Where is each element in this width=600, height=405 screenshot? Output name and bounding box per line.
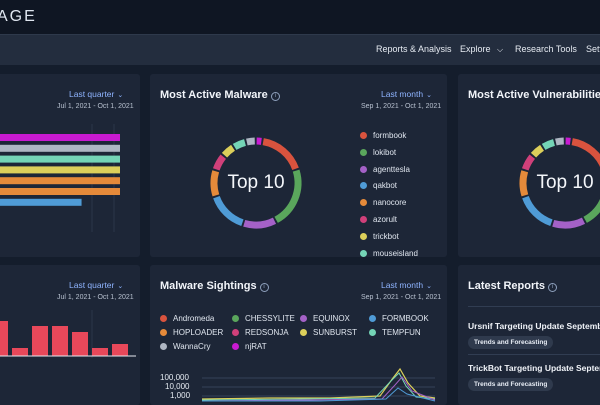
bar[interactable] (32, 326, 48, 356)
chevron-down-icon: ⌄ (426, 92, 432, 99)
period-dropdown[interactable]: Last month⌄ (381, 89, 432, 99)
nav-explore-label: Explore (460, 44, 491, 54)
bar[interactable] (0, 156, 120, 163)
date-range: Sep 1, 2021 - Oct 1, 2021 (361, 103, 441, 110)
card-bottom-left: Last quarter⌄ Jul 1, 2021 - Oct 1, 2021 (0, 265, 140, 405)
legend-item[interactable]: nanocore (360, 198, 406, 207)
donut-center-label: Top 10 (515, 133, 600, 233)
legend-label: agenttesla (373, 165, 410, 174)
bar[interactable] (52, 326, 68, 356)
main-nav: Reports & Analysis Explore ⌵ Research To… (0, 34, 600, 65)
card-top-left: Last quarter⌄ Jul 1, 2021 - Oct 1, 2021 (0, 74, 140, 257)
bar[interactable] (0, 134, 120, 141)
bar[interactable] (0, 199, 82, 206)
legend-item[interactable]: lokibot (360, 148, 396, 157)
legend-label: mouseisland (373, 249, 418, 258)
bar[interactable] (92, 348, 108, 356)
legend-item[interactable]: qakbot (360, 181, 397, 190)
legend-label: formbook (373, 131, 406, 140)
legend-item[interactable]: mouseisland (360, 249, 418, 258)
bar[interactable] (0, 177, 120, 184)
report-title-link[interactable]: TrickBot Targeting Update Septem (468, 363, 600, 373)
info-icon[interactable]: i (548, 283, 557, 292)
report-tag[interactable]: Trends and Forecasting (468, 378, 553, 391)
title-text: Most Active Vulnerabilities (468, 89, 600, 101)
donut-center-label: Top 10 (206, 133, 306, 233)
legend-label: lokibot (373, 148, 396, 157)
sightings-line-chart (150, 265, 447, 405)
bar[interactable] (12, 348, 28, 356)
legend-label: nanocore (373, 198, 406, 207)
bar-chart (0, 265, 140, 405)
top-bar: AGE (0, 0, 600, 34)
bar[interactable] (0, 321, 8, 356)
legend-item[interactable]: trickbot (360, 232, 399, 241)
chevron-down-icon: ⌵ (497, 45, 503, 54)
divider (468, 354, 600, 355)
legend-swatch (360, 149, 367, 156)
nav-research-tools[interactable]: Research Tools (515, 44, 577, 54)
legend-label: qakbot (373, 181, 397, 190)
legend-item[interactable]: azorult (360, 215, 397, 224)
legend-swatch (360, 166, 367, 173)
title-text: Most Active Malware (160, 89, 268, 101)
legend-item[interactable]: formbook (360, 131, 406, 140)
legend-swatch (360, 233, 367, 240)
bar[interactable] (112, 344, 128, 356)
legend-swatch (360, 250, 367, 257)
brand-logo[interactable]: AGE (0, 8, 37, 26)
card-title: Most Active Vulnerabilitiesi (468, 89, 600, 101)
divider (468, 306, 600, 307)
report-tag[interactable]: Trends and Forecasting (468, 336, 553, 349)
legend-swatch (360, 199, 367, 206)
bar[interactable] (0, 188, 120, 195)
legend-label: azorult (373, 215, 397, 224)
card-most-active-vulnerabilities: Most Active Vulnerabilitiesi Top 10 (458, 74, 600, 257)
info-icon[interactable]: i (271, 92, 280, 101)
nav-explore[interactable]: Explore ⌵ (460, 44, 503, 55)
legend-swatch (360, 182, 367, 189)
legend-swatch (360, 132, 367, 139)
legend-item[interactable]: agenttesla (360, 165, 410, 174)
title-text: Latest Reports (468, 280, 545, 292)
nav-settings[interactable]: Sett (586, 44, 600, 54)
legend-swatch (360, 216, 367, 223)
report-title-link[interactable]: Ursnif Targeting Update September (468, 321, 600, 331)
horizontal-bar-chart (0, 74, 140, 257)
bar[interactable] (0, 166, 120, 173)
legend-label: trickbot (373, 232, 399, 241)
nav-reports-analysis[interactable]: Reports & Analysis (376, 44, 452, 54)
period-label: Last month (381, 89, 423, 99)
bar[interactable] (0, 145, 120, 152)
bar[interactable] (72, 332, 88, 356)
